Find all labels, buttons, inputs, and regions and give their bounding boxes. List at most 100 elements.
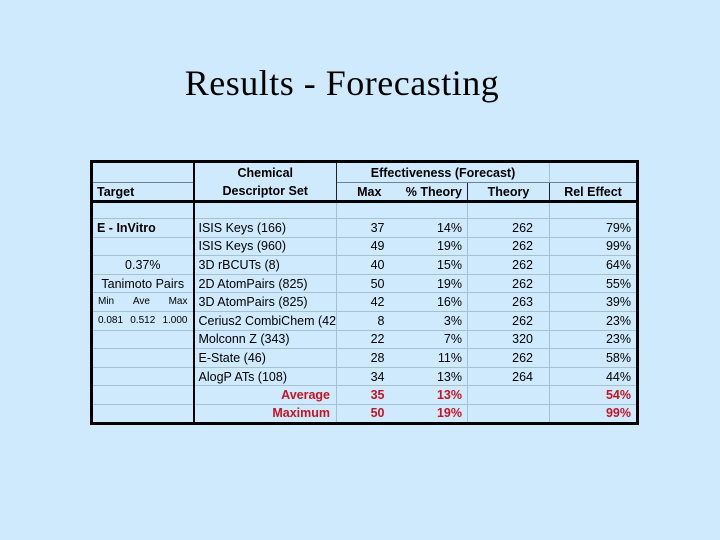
max-cell: 28 (336, 348, 402, 368)
table-row: E-State (46) 28 11% 262 58% (91, 348, 638, 368)
pct-theory-cell: 13% (401, 367, 468, 387)
max-cell: 42 (336, 292, 402, 312)
max-cell: 34 (336, 367, 402, 387)
descriptor-cell: 3D rBCUTs (8) (193, 255, 337, 275)
rel-effect-cell: 44% (549, 367, 638, 387)
header-chemical-descriptor-set: Chemical Descriptor Set (193, 161, 337, 203)
header-chemical-line2: Descriptor Set (222, 183, 308, 198)
rel-effect-cell: 23% (549, 311, 638, 331)
summary-label: Average (193, 385, 337, 405)
target-blank (91, 330, 195, 350)
target-blank (91, 404, 195, 424)
theory-cell: 262 (467, 218, 551, 238)
header-rel-effect: Rel Effect (549, 182, 638, 203)
target-stat-labels: Min Ave Max (91, 292, 195, 312)
pct-theory-cell: 13% (401, 385, 468, 405)
max-cell: 50 (370, 406, 385, 421)
slide-title: Results - Forecasting (184, 63, 500, 103)
theory-cell: 262 (467, 311, 551, 331)
descriptor-cell: Cerius2 CombiChem (42) (193, 311, 337, 331)
header-group-row: Chemical Descriptor Set Effectiveness (F… (91, 161, 638, 203)
theory-cell (467, 404, 551, 424)
max-cell: 22 (336, 330, 402, 350)
header-theory: Theory (467, 182, 551, 203)
rel-effect-cell: 58% (549, 348, 638, 368)
theory-cell: 262 (467, 348, 551, 368)
pct-theory-cell: 11% (401, 348, 468, 368)
summary-label: Maximum (193, 404, 337, 424)
target-name: E - InVitro (91, 218, 195, 238)
target-similarity-label: Tanimoto Pairs (91, 274, 195, 294)
max-cell: 50 (336, 274, 402, 294)
theory-cell (467, 385, 551, 405)
max-cell: 49 (336, 237, 402, 257)
table-row: ISIS Keys (960) 49 19% 262 99% (91, 237, 638, 257)
rel-effect-cell: 54% (549, 385, 638, 405)
header-effectiveness-group: Effectiveness (Forecast) (336, 161, 551, 183)
theory-cell: 262 (467, 237, 551, 257)
max-cell: 40 (336, 255, 402, 275)
stat-value-ave: 0.512 (130, 314, 156, 326)
descriptor-cell: Molconn Z (343) (193, 330, 337, 350)
target-blank (91, 348, 195, 368)
header-columns-row: Target Max % Theory Theory Rel Effect (91, 182, 638, 203)
table-row: Tanimoto Pairs 2D AtomPairs (825) 50 19%… (91, 274, 638, 294)
max-cell: 35 (336, 385, 402, 405)
pct-theory-cell: 14% (401, 218, 468, 238)
descriptor-cell: 3D AtomPairs (825) (193, 292, 337, 312)
target-blank (91, 367, 195, 387)
descriptor-cell: ISIS Keys (960) (193, 237, 337, 257)
table-row: 0.081 0.512 1.000 Cerius2 CombiChem (42)… (91, 311, 638, 331)
results-table-container: Chemical Descriptor Set Effectiveness (F… (90, 160, 640, 425)
theory-cell: 262 (467, 255, 551, 275)
target-blank (91, 237, 195, 257)
rel-effect-cell: 55% (549, 274, 638, 294)
target-blank (91, 385, 195, 405)
header-pct-theory: % Theory (401, 182, 468, 203)
pct-theory-cell: 3% (401, 311, 468, 331)
rel-effect-cell: 99% (549, 237, 638, 257)
pct-theory-cell: 15% (401, 255, 468, 275)
rel-effect-cell: 23% (549, 330, 638, 350)
descriptor-cell: 2D AtomPairs (825) (193, 274, 337, 294)
rel-effect-cell: 79% (549, 218, 638, 238)
results-table: Chemical Descriptor Set Effectiveness (F… (90, 160, 640, 425)
header-target: Target (91, 182, 195, 203)
stat-label-ave: Ave (132, 296, 150, 308)
header-max: Max (336, 182, 402, 203)
summary-row-maximum: Maximum 50 19% 99% (91, 404, 638, 424)
theory-cell: 320 (467, 330, 551, 350)
pct-theory-cell: 19% (401, 237, 468, 257)
rel-effect-cell: 64% (549, 255, 638, 275)
spacer-row (91, 201, 638, 219)
max-cell: 37 (336, 218, 402, 238)
header-rel-effect-blank-cell (549, 161, 638, 183)
descriptor-cell: ISIS Keys (166) (193, 218, 337, 238)
rel-effect-cell: 39% (549, 292, 638, 312)
theory-cell: 263 (467, 292, 551, 312)
pct-theory-cell: 19% (401, 404, 468, 424)
rel-effect-cell: 99% (605, 406, 632, 421)
theory-cell: 264 (467, 367, 551, 387)
target-similarity-value: 0.37% (91, 255, 195, 275)
max-cell: 8 (336, 311, 402, 331)
stat-label-max: Max (168, 296, 188, 308)
table-row: 0.37% 3D rBCUTs (8) 40 15% 262 64% (91, 255, 638, 275)
descriptor-cell: AlogP ATs (108) (193, 367, 337, 387)
table-row: E - InVitro ISIS Keys (166) 37 14% 262 7… (91, 218, 638, 238)
pct-theory-cell: 16% (401, 292, 468, 312)
pct-theory-cell: 7% (401, 330, 468, 350)
theory-cell: 262 (467, 274, 551, 294)
stat-value-min: 0.081 (98, 314, 124, 326)
stat-value-max: 1.000 (162, 314, 188, 326)
target-stat-values: 0.081 0.512 1.000 (91, 311, 195, 331)
stat-label-min: Min (98, 296, 115, 308)
summary-row-average: Average 35 13% 54% (91, 385, 638, 405)
pct-theory-cell: 19% (401, 274, 468, 294)
descriptor-cell: E-State (46) (193, 348, 337, 368)
table-row: Min Ave Max 3D AtomPairs (825) 42 16% 26… (91, 292, 638, 312)
header-chemical-line1: Chemical (237, 165, 294, 180)
table-row: AlogP ATs (108) 34 13% 264 44% (91, 367, 638, 387)
table-row: Molconn Z (343) 22 7% 320 23% (91, 330, 638, 350)
